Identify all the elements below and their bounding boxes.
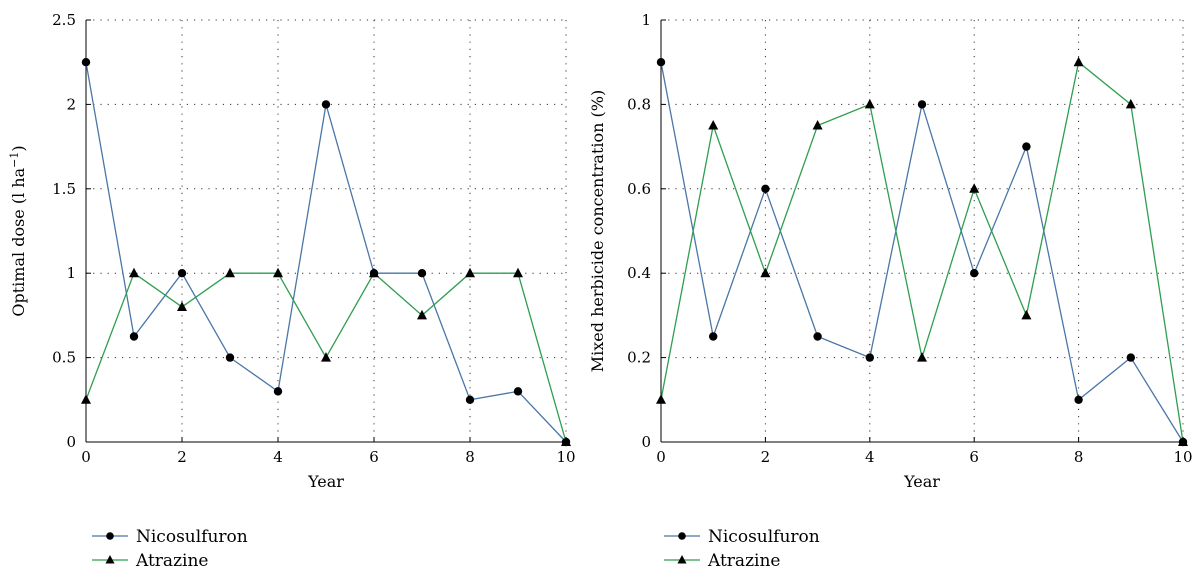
series-atrazine [81, 267, 571, 446]
data-point [656, 58, 666, 67]
data-point [81, 394, 91, 404]
series-line [660, 61, 1184, 443]
y-tick-label: 1 [641, 11, 651, 29]
data-point [321, 100, 331, 109]
data-point [177, 269, 187, 278]
data-point [656, 394, 666, 404]
x-tick-label: 6 [369, 448, 379, 466]
data-point [225, 267, 235, 278]
x-tick-label: 6 [969, 448, 979, 466]
data-point [129, 267, 139, 278]
data-point [1178, 436, 1188, 446]
y-tick-label: 0.6 [627, 180, 651, 198]
x-tick-label: 2 [761, 448, 771, 466]
data-point [465, 395, 475, 404]
legend-marker [678, 532, 686, 540]
y-tick-label: 0 [66, 433, 76, 451]
legend-label: Nicosulfuron [708, 527, 820, 547]
x-tick-label: 8 [1074, 448, 1084, 466]
y-axis-label-end: ) [9, 145, 28, 151]
data-point [1074, 395, 1083, 404]
data-point [417, 309, 427, 320]
data-point [864, 98, 875, 109]
chart-2: 0 2 4 6 8 10 0 0.2 0.4 0.6 0.8 1 Year Mixed herbicide… [588, 11, 1193, 571]
data-point [513, 387, 523, 396]
data-point [273, 387, 283, 396]
series-atrazine [656, 56, 1188, 446]
series-line [85, 62, 567, 443]
y-tick-label: 0.4 [627, 264, 651, 282]
series-line [660, 62, 1184, 443]
x-tick-label: 2 [177, 448, 187, 466]
x-tick-label: 4 [273, 448, 283, 466]
data-point [813, 332, 822, 341]
x-axis-label: Year [903, 472, 940, 491]
data-point [917, 100, 927, 109]
data-point [709, 332, 718, 341]
data-point [513, 267, 523, 278]
y-axis-label-main: Optimal dose (l ha [9, 167, 28, 316]
data-point [321, 352, 331, 362]
legend-entry-nicosulfuron: Nicosulfuron [92, 527, 248, 547]
data-point [865, 353, 874, 362]
y-tick-label: 2 [66, 95, 76, 113]
y-tick-label: 0.8 [627, 95, 651, 113]
x-tick-label: 0 [656, 448, 666, 466]
y-tick-label: 1 [66, 264, 76, 282]
data-point [970, 269, 979, 278]
x-tick-label: 10 [1173, 448, 1192, 466]
data-point [760, 267, 771, 278]
data-point [417, 269, 427, 278]
legend-label: Atrazine [135, 551, 208, 571]
y-axis-label: Mixed herbicide concentration (%) [588, 90, 607, 372]
data-point [177, 301, 187, 311]
data-point [1021, 309, 1032, 320]
data-point [129, 332, 139, 341]
y-tick-label: 0 [641, 433, 651, 451]
legend-entry-atrazine: Atrazine [92, 551, 208, 571]
legend-label: Atrazine [707, 551, 780, 571]
legend-marker [105, 555, 115, 564]
y-tick-label: 0.5 [52, 349, 76, 367]
series-nicosulfuron [656, 58, 1188, 447]
data-point [561, 436, 571, 446]
data-point [761, 184, 770, 193]
y-tick-label: 0.2 [627, 349, 651, 367]
x-axis-label: Year [307, 472, 344, 491]
x-tick-label: 4 [865, 448, 875, 466]
chart-1: 0 2 4 6 8 10 0 0.5 1 1.5 2 2.5 Year Optimal dose (l h… [8, 11, 576, 571]
data-point [225, 353, 235, 362]
legend-marker [106, 532, 114, 540]
series-nicosulfuron [81, 58, 571, 447]
x-tick-label: 0 [81, 448, 91, 466]
y-axis-label: Optimal dose (l ha−1) [8, 145, 28, 316]
data-point [1126, 353, 1136, 362]
data-point [1073, 56, 1084, 67]
y-axis-label-superscript: −1 [8, 152, 21, 168]
y-tick-label: 1.5 [52, 180, 76, 198]
legend-label: Nicosulfuron [136, 527, 248, 547]
data-point [273, 267, 283, 278]
y-tick-label: 2.5 [52, 11, 76, 29]
data-point [1125, 98, 1136, 109]
data-point [369, 267, 379, 278]
data-point [1022, 142, 1031, 151]
data-point [81, 58, 91, 67]
data-point [708, 120, 719, 130]
data-point [812, 120, 823, 130]
data-point [917, 352, 927, 362]
legend-entry-atrazine: Atrazine [664, 551, 780, 571]
data-point [465, 267, 475, 278]
data-point [969, 183, 980, 193]
legend-marker [677, 555, 687, 564]
x-tick-label: 10 [556, 448, 575, 466]
legend-entry-nicosulfuron: Nicosulfuron [664, 527, 820, 547]
y-axis-label-main: Mixed herbicide concentration (%) [588, 90, 607, 372]
x-tick-label: 8 [465, 448, 475, 466]
